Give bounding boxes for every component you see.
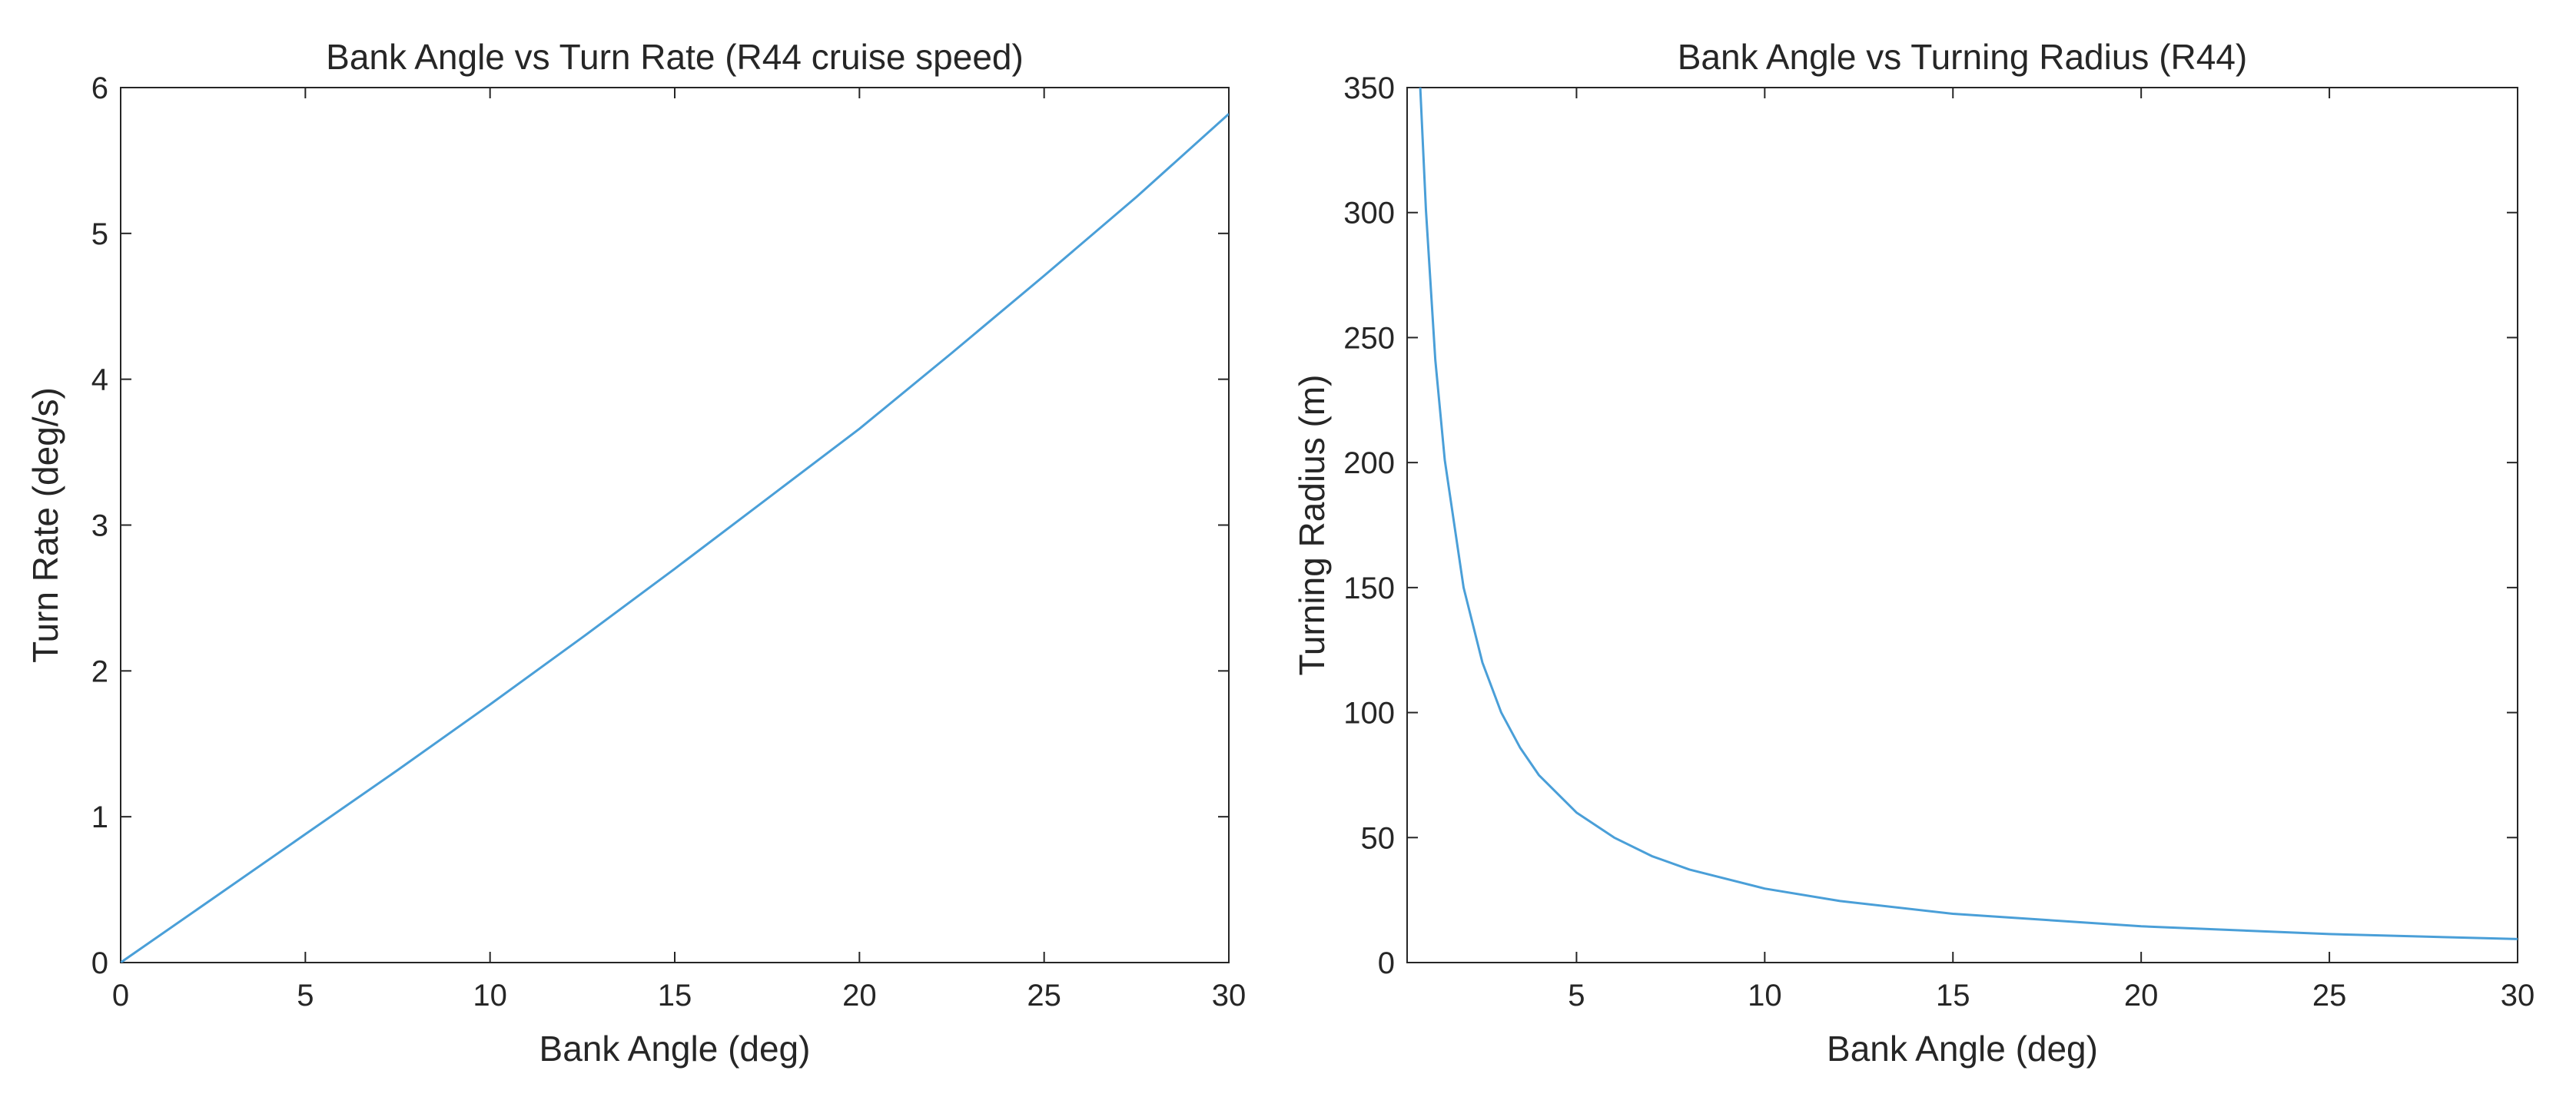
y-tick-label: 0 (91, 946, 108, 980)
x-tick-label: 20 (2124, 979, 2159, 1012)
turn-rate-chart: 0 5 10 15 20 25 30 0 1 2 3 4 5 6 Bank Angle vs Turn Ra… (25, 37, 1246, 1069)
x-axis-label: Bank Angle (deg) (539, 1029, 811, 1069)
x-tick-label: 5 (297, 979, 314, 1012)
chart-title: Bank Angle vs Turning Radius (R44) (1678, 37, 2248, 77)
y-tick-label: 2 (91, 655, 108, 688)
y-tick-label: 250 (1343, 321, 1395, 355)
y-tick-label: 5 (91, 217, 108, 251)
x-tick-label: 25 (2312, 979, 2347, 1012)
y-tick-label: 300 (1343, 197, 1395, 230)
y-tick-label: 0 (1378, 946, 1395, 980)
x-tick-label: 30 (2501, 979, 2535, 1012)
x-tick-label: 15 (1936, 979, 1970, 1012)
y-tick-label: 6 (91, 71, 108, 105)
x-tick-label: 15 (658, 979, 692, 1012)
y-axis-label: Turn Rate (deg/s) (25, 387, 65, 663)
x-tick-label: 30 (1212, 979, 1247, 1012)
series-line (121, 113, 1229, 963)
x-tick-label: 5 (1568, 979, 1585, 1012)
x-tick-label: 10 (1748, 979, 1782, 1012)
x-axis-label: Bank Angle (deg) (1827, 1029, 2098, 1069)
y-tick-label: 200 (1343, 446, 1395, 480)
x-tick-label: 0 (112, 979, 129, 1012)
y-tick-label: 150 (1343, 572, 1395, 605)
y-tick-label: 1 (91, 800, 108, 834)
y-tick-label: 4 (91, 363, 108, 397)
y-tick-label: 350 (1343, 71, 1395, 105)
axes-box (1406, 87, 2518, 963)
series-line (1419, 88, 2518, 940)
y-tick-label: 3 (91, 509, 108, 543)
x-tick-label: 20 (842, 979, 877, 1012)
x-tick-label: 25 (1027, 979, 1061, 1012)
y-axis-label: Turning Radius (m) (1292, 375, 1332, 676)
y-tick-label: 50 (1361, 821, 1396, 855)
y-tick-label: 100 (1343, 697, 1395, 731)
chart-title: Bank Angle vs Turn Rate (R44 cruise spee… (326, 37, 1024, 77)
x-tick-label: 10 (473, 979, 507, 1012)
